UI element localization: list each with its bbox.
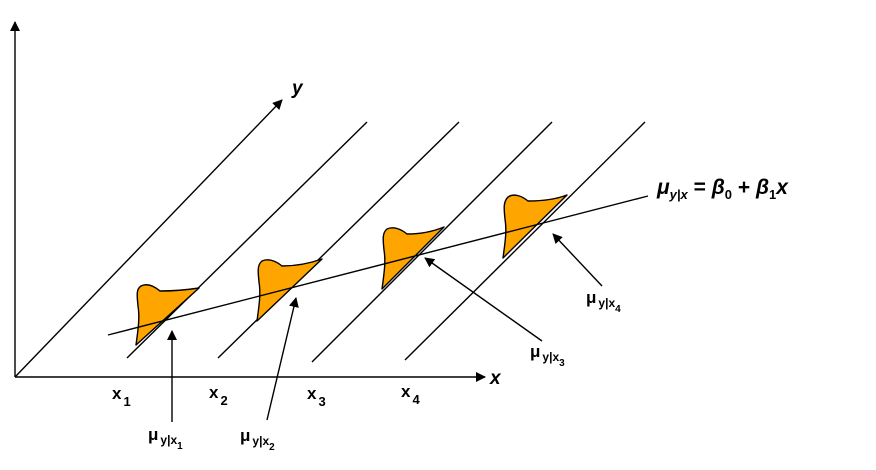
diagonal-line-x3 [311,121,553,363]
mean-label-x2: μ y|x2 [240,426,275,453]
distribution-x3 [381,226,445,290]
diagonal-line-x1 [126,121,368,359]
mean-label-x1: μ y|x1 [148,425,183,452]
mean-pointer-x3 [424,257,543,342]
distribution-x1 [135,284,200,346]
y-axis-label: y [291,78,304,99]
x-axis-label: x [489,368,502,389]
mean-label-x4: μ y|x4 [586,288,621,315]
mean-label-x3: μ y|x3 [530,342,565,369]
mean-pointer-x4 [552,233,603,287]
distribution-x2 [256,258,323,322]
regression-line [107,195,649,336]
diagonal-line-x4 [404,121,646,361]
regression-equation: μy|x = β0 + β1x [656,176,789,202]
mean-pointer-x2 [266,297,299,421]
y-axis [14,99,283,378]
distribution-x4 [502,194,568,259]
